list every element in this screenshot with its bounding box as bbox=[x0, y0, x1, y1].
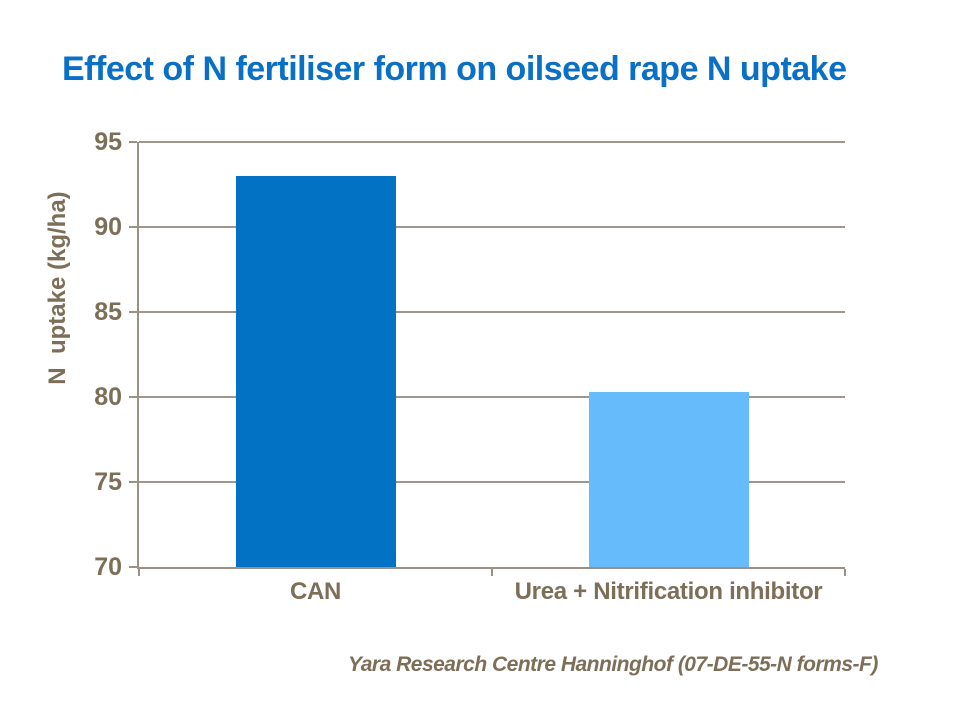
x-axis-tick-2 bbox=[844, 569, 846, 576]
y-axis-tick-95 bbox=[129, 141, 137, 143]
gridline-95 bbox=[139, 141, 845, 143]
y-tick-label-80: 80 bbox=[94, 383, 122, 411]
source-credit: Yara Research Centre Hanninghof (07-DE-5… bbox=[348, 653, 878, 676]
y-tick-label-85: 85 bbox=[94, 298, 122, 326]
x-axis-tick-0 bbox=[138, 569, 140, 576]
y-tick-label-95: 95 bbox=[94, 128, 122, 156]
y-axis-tick-70 bbox=[129, 566, 137, 568]
y-axis-tick-80 bbox=[129, 396, 137, 398]
x-tick-label-can: CAN bbox=[289, 578, 342, 605]
x-axis-tick-1 bbox=[491, 569, 493, 576]
y-tick-label-90: 90 bbox=[94, 213, 122, 241]
y-axis-tick-85 bbox=[129, 311, 137, 313]
gridline-85 bbox=[139, 311, 845, 313]
y-tick-label-70: 70 bbox=[94, 553, 122, 581]
gridline-80 bbox=[139, 396, 845, 398]
plot-area bbox=[129, 141, 846, 576]
chart-title: Effect of N fertiliser form on oilseed r… bbox=[62, 50, 847, 88]
y-axis-tick-75 bbox=[129, 481, 137, 483]
y-axis-tick-90 bbox=[129, 226, 137, 228]
x-tick-label-urea-nitrification-inhibitor: Urea + Nitrification inhibitor bbox=[514, 578, 823, 605]
bar-urea-nitrification-inhibitor bbox=[588, 391, 749, 567]
bar-can bbox=[235, 176, 396, 567]
y-tick-label-75: 75 bbox=[94, 468, 122, 496]
gridline-90 bbox=[139, 226, 845, 228]
gridline-75 bbox=[139, 481, 845, 483]
